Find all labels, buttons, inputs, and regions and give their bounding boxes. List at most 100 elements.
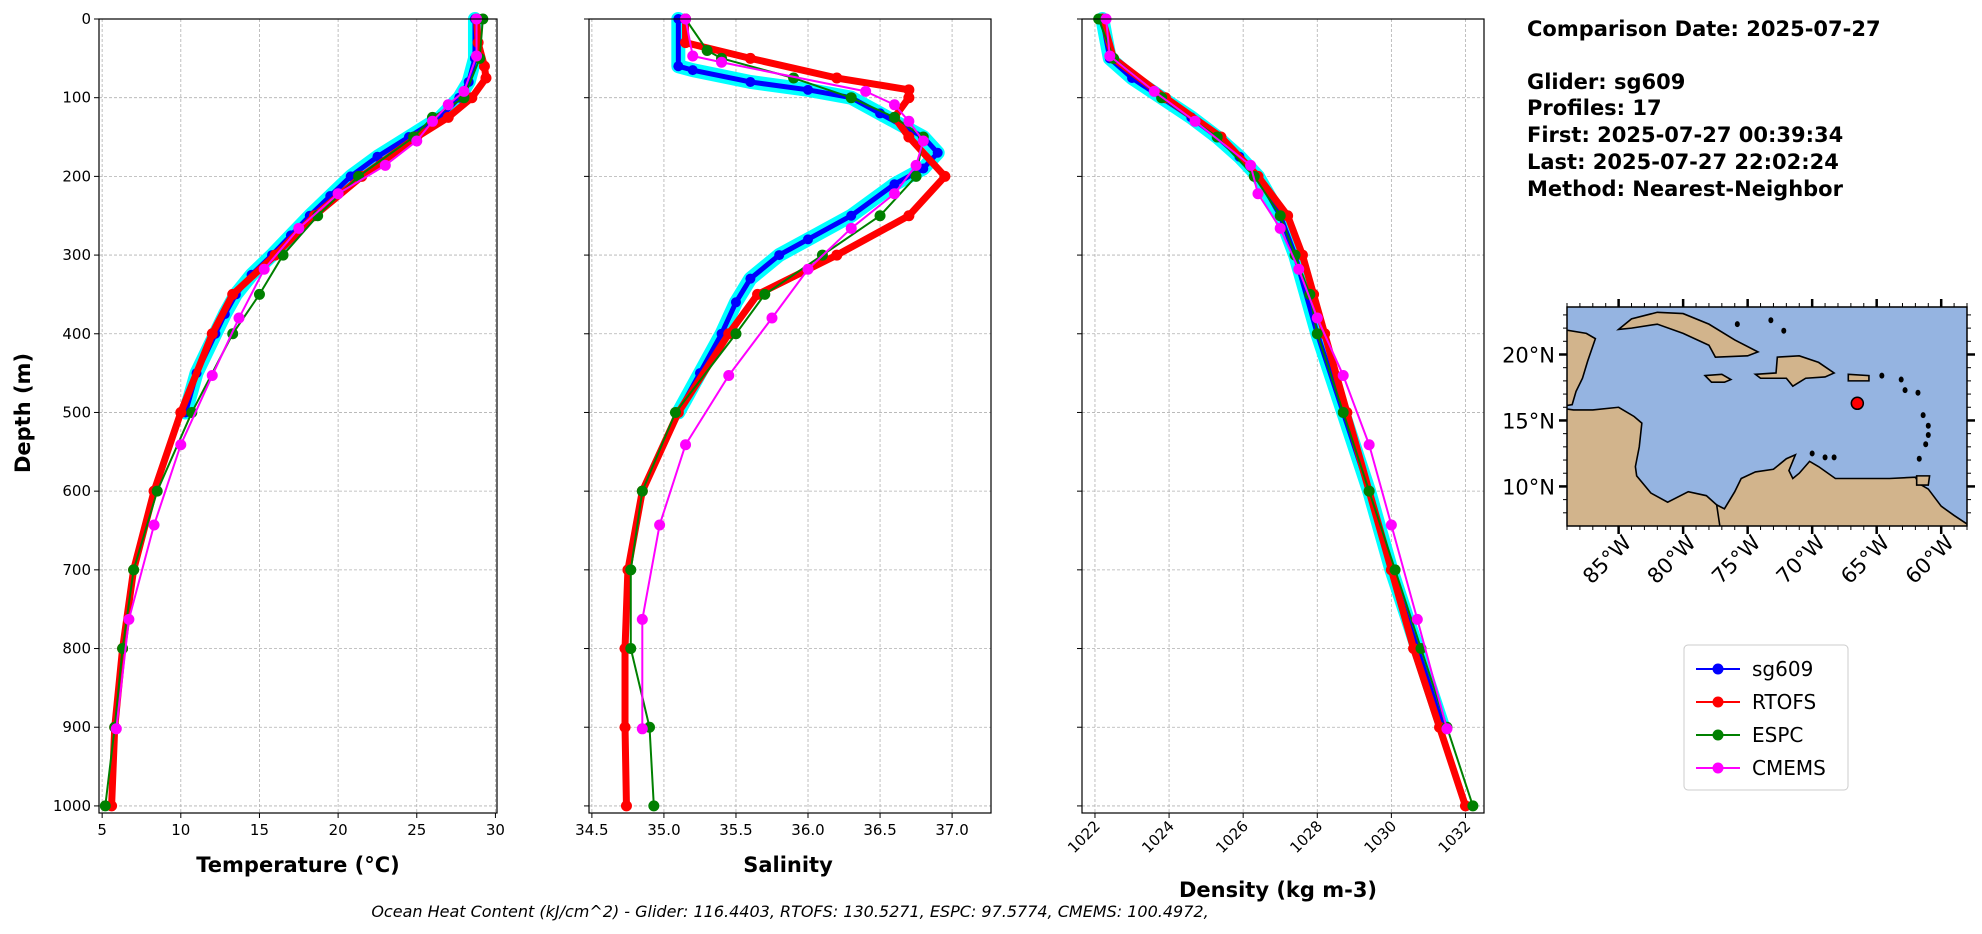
legend-entry-sg609: sg609 (1696, 657, 1813, 681)
data-point-CMEMS (636, 613, 648, 625)
land-island (1925, 422, 1931, 429)
land-island (1915, 389, 1921, 396)
data-point-CMEMS (716, 56, 728, 68)
data-point-RTOFS (939, 170, 951, 182)
data-point-ESPC (910, 170, 922, 182)
land-island (1925, 431, 1931, 438)
data-point-CMEMS (680, 439, 692, 451)
data-point-CMEMS (427, 115, 439, 127)
x-tick-label: 30 (486, 821, 505, 839)
legend: sg609 RTOFS ESPC CMEMS (1683, 644, 1849, 791)
x-tick-label: 1028 (1286, 817, 1326, 857)
map-lon-label: 65°W (1836, 530, 1894, 588)
map-lon-label: 60°W (1901, 530, 1959, 588)
data-point-ESPC (277, 249, 289, 261)
data-point-ESPC (625, 564, 637, 576)
y-tick-label: 1000 (53, 797, 91, 815)
legend-marker (1712, 663, 1724, 675)
data-point-sg609 (673, 61, 684, 72)
data-point-CMEMS (903, 115, 915, 127)
data-point-ESPC (888, 111, 900, 123)
data-point-ESPC (1211, 131, 1223, 143)
x-tick-label: 15 (250, 821, 269, 839)
land-island (1923, 441, 1929, 448)
data-point-CMEMS (1274, 222, 1286, 234)
x-tick-label: 35.0 (647, 821, 680, 839)
y-tick-label: 900 (62, 718, 91, 736)
land-island (1898, 376, 1904, 383)
data-point-CMEMS (1252, 188, 1264, 200)
data-point-sg609 (932, 147, 943, 158)
series-sg609 (671, 12, 945, 420)
series-line-sg609 (1099, 18, 1446, 729)
data-point-CMEMS (1189, 115, 1201, 127)
y-tick-label: 400 (62, 325, 91, 343)
data-point-RTOFS (227, 288, 239, 300)
legend-label: CMEMS (1752, 756, 1826, 780)
series-ESPC (1093, 13, 1479, 812)
land (1567, 311, 1967, 526)
y-tick-label: 600 (62, 482, 91, 500)
data-point-sg609 (803, 84, 814, 95)
land-island (1916, 455, 1922, 462)
x-tick-label: 34.5 (575, 821, 608, 839)
data-point-CMEMS (1385, 519, 1397, 531)
data-point-ESPC (1274, 210, 1286, 222)
data-point-ESPC (625, 643, 637, 655)
legend-marker (1712, 729, 1724, 741)
data-point-RTOFS (831, 249, 843, 261)
data-point-CMEMS (723, 369, 735, 381)
legend-label: ESPC (1752, 723, 1803, 747)
data-point-CMEMS (1311, 312, 1323, 324)
first-time: First: 2025-07-27 00:39:34 (1527, 123, 1843, 147)
data-point-CMEMS (687, 50, 699, 62)
land-island (1809, 450, 1815, 457)
land-island (1879, 372, 1885, 379)
data-point-CMEMS (258, 263, 270, 275)
data-point-CMEMS (233, 312, 245, 324)
legend-marker (1712, 696, 1724, 708)
data-point-CMEMS (471, 50, 483, 62)
data-point-CMEMS (917, 135, 929, 147)
x-axis-label-density: Density (kg m-3) (1179, 878, 1377, 902)
data-point-CMEMS (458, 85, 470, 97)
data-point-ESPC (253, 288, 265, 300)
data-point-RTOFS (206, 328, 218, 340)
data-point-CMEMS (845, 222, 857, 234)
data-point-sg609 (745, 76, 756, 87)
data-point-sg609 (774, 250, 785, 261)
data-point-ESPC (669, 406, 681, 418)
data-point-CMEMS (123, 613, 135, 625)
x-tick-label: 1022 (1064, 817, 1104, 857)
x-tick-label: 1026 (1212, 817, 1252, 857)
data-point-sg609 (687, 65, 698, 76)
data-point-CMEMS (1363, 439, 1375, 451)
data-point-RTOFS (619, 721, 631, 733)
land-cuba (1616, 311, 1760, 358)
map-lon-label: 75°W (1707, 530, 1765, 588)
land-island (1920, 412, 1926, 419)
series-RTOFS (106, 13, 492, 812)
data-point-RTOFS (903, 131, 915, 143)
x-axis-label-temperature: Temperature (°C) (196, 853, 399, 877)
data-point-ESPC (845, 92, 857, 104)
x-tick-label: 10 (171, 821, 190, 839)
series-CMEMS (1100, 13, 1453, 735)
data-point-RTOFS (620, 800, 632, 812)
sg609-profiles-spread (178, 12, 482, 420)
location-map: 20°N 15°N 10°N 85°W 80°W 75°W 70°W 65°W 60°W (1502, 299, 1975, 589)
series-CMEMS (110, 13, 483, 735)
panel-density: 1022 1024 1026 1028 1030 1032 (1064, 12, 1485, 857)
data-point-ESPC (1289, 249, 1301, 261)
series-line-sg609 (183, 19, 478, 414)
sg609-profiles-spread (1095, 12, 1451, 735)
data-point-ESPC (99, 800, 111, 812)
legend-label: sg609 (1752, 657, 1813, 681)
axes-frame (588, 18, 992, 814)
profile-count: Profiles: 17 (1527, 96, 1662, 120)
data-point-RTOFS (466, 92, 478, 104)
data-point-CMEMS (293, 222, 305, 234)
data-point-RTOFS (442, 111, 454, 123)
data-point-RTOFS (831, 72, 843, 84)
